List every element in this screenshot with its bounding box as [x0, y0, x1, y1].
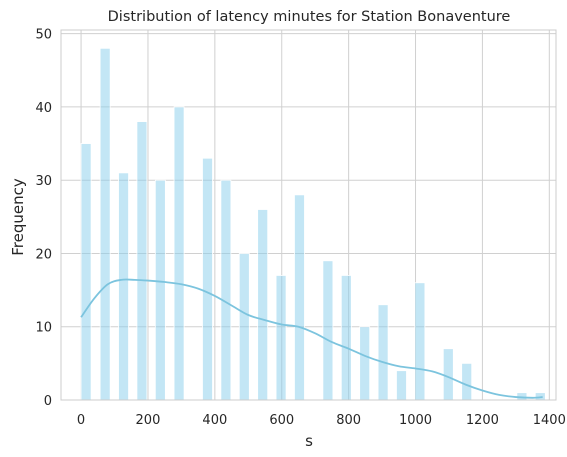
- histogram-bar: [275, 275, 287, 401]
- y-tick-label: 40: [35, 101, 52, 116]
- x-tick-label: 800: [336, 413, 361, 428]
- chart-title: Distribution of latency minutes for Stat…: [108, 9, 511, 25]
- x-tick-label: 1000: [399, 413, 432, 428]
- x-tick-label: 1400: [533, 413, 566, 428]
- x-tick-label: 600: [269, 413, 294, 428]
- histogram-bar: [220, 179, 232, 401]
- histogram-bar: [359, 326, 371, 401]
- bars: [80, 47, 546, 401]
- y-tick-label: 0: [44, 394, 52, 409]
- grid-lines: [61, 30, 556, 401]
- y-tick-label: 20: [35, 247, 52, 262]
- histogram-bar: [294, 194, 305, 401]
- x-axis-ticks: 0 200 400 600 800 1000 1200 1400: [77, 413, 566, 428]
- histogram-bar: [118, 172, 129, 401]
- histogram-bar: [377, 304, 389, 401]
- kde-curve: [80, 278, 543, 399]
- histogram-bar: [154, 179, 166, 401]
- y-axis-label: Frequency: [9, 178, 27, 256]
- x-tick-label: 400: [202, 413, 227, 428]
- histogram-bar: [80, 143, 92, 401]
- y-tick-label: 50: [35, 28, 52, 43]
- x-tick-label: 200: [136, 413, 161, 428]
- histogram-bar: [202, 157, 213, 401]
- y-axis-ticks: 0 10 20 30 40 50: [35, 28, 52, 409]
- histogram-bar: [442, 348, 454, 401]
- histogram-bar: [136, 121, 148, 401]
- histogram-bar: [534, 392, 546, 401]
- y-tick-label: 30: [35, 174, 52, 189]
- histogram-bar: [461, 362, 473, 401]
- x-tick-label: 0: [77, 413, 85, 428]
- histogram-bar: [257, 209, 269, 401]
- y-tick-label: 10: [35, 321, 52, 336]
- histogram-bar: [322, 260, 334, 401]
- histogram-bar: [340, 275, 352, 401]
- x-axis-label: s: [305, 432, 313, 450]
- histogram-bar: [396, 370, 407, 401]
- plot-frame: [60, 29, 557, 401]
- histogram-bar: [173, 106, 185, 401]
- x-tick-label: 1200: [466, 413, 499, 428]
- histogram-bar: [516, 392, 528, 401]
- histogram-bar: [99, 47, 111, 401]
- histogram-bar: [238, 253, 250, 401]
- histogram-bar: [414, 282, 426, 401]
